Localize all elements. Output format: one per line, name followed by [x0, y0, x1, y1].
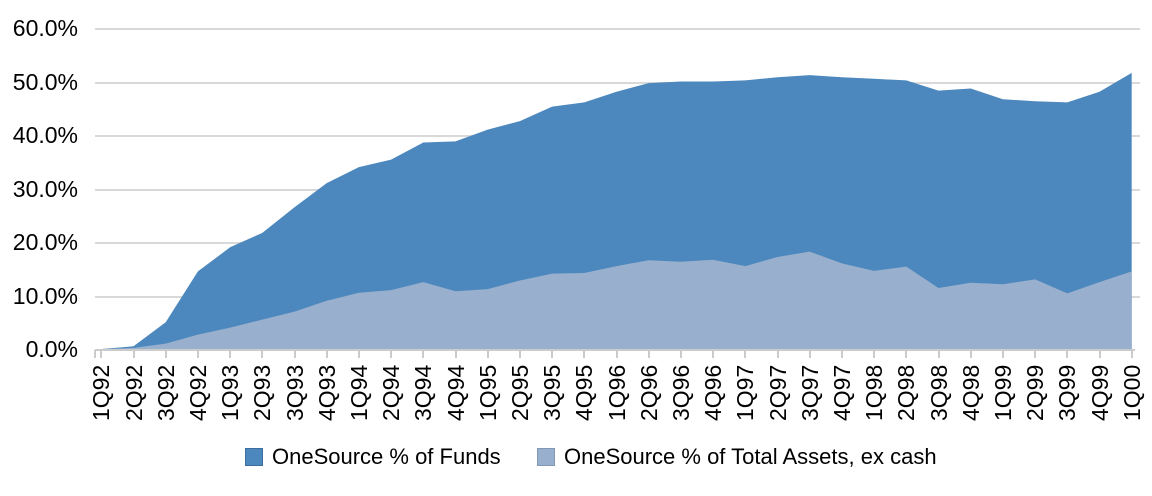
x-axis-tick-label: 3Q94 — [410, 364, 437, 421]
x-axis-tick — [454, 350, 457, 358]
legend-label-funds: OneSource % of Funds — [272, 444, 501, 469]
x-axis-tick — [94, 350, 96, 358]
x-axis-tick — [776, 350, 779, 358]
x-axis-tick — [1034, 350, 1037, 358]
y-axis-tick-label: 40.0% — [12, 122, 78, 148]
x-axis-tick-label: 2Q96 — [635, 364, 662, 421]
x-axis-tick — [100, 350, 103, 358]
x-axis-tick — [905, 350, 908, 358]
area-series-assets — [101, 251, 1132, 349]
x-axis-tick — [712, 350, 715, 358]
x-axis-tick-label: 2Q97 — [764, 364, 791, 421]
x-axis-tick — [1130, 350, 1133, 358]
x-axis-tick-label: 3Q95 — [539, 364, 566, 421]
x-axis-tick — [583, 350, 586, 358]
x-axis-tick — [229, 350, 232, 358]
x-axis-tick-label: 2Q98 — [893, 364, 920, 421]
x-axis-tick-label: 4Q93 — [313, 364, 340, 421]
x-axis-tick — [486, 350, 489, 358]
x-axis-tick-label: 2Q93 — [249, 364, 276, 421]
x-axis-tick — [840, 350, 843, 358]
x-axis-tick — [1001, 350, 1004, 358]
legend-swatch-funds-icon — [245, 448, 263, 466]
x-axis-tick-label: 3Q93 — [281, 364, 308, 421]
x-axis-tick-label: 1Q95 — [474, 364, 501, 421]
x-axis-tick — [390, 350, 393, 358]
legend-item-funds: OneSource % of Funds — [245, 444, 501, 470]
x-axis-tick-label: 2Q94 — [378, 364, 405, 421]
x-axis-tick-label: 3Q99 — [1054, 364, 1081, 421]
x-axis-tick-label: 4Q95 — [571, 364, 598, 421]
x-axis-tick — [551, 350, 554, 358]
x-axis-tick — [873, 350, 876, 358]
x-axis-tick — [615, 350, 618, 358]
x-axis-tick — [196, 350, 199, 358]
x-axis-tick — [261, 350, 264, 358]
x-axis-tick — [937, 350, 940, 358]
plot-area — [101, 72, 1132, 349]
x-axis-tick — [422, 350, 425, 358]
x-axis-tick-label: 4Q98 — [957, 364, 984, 421]
x-axis-tick-label: 1Q99 — [989, 364, 1016, 421]
x-axis-tick-label: 2Q99 — [1022, 364, 1049, 421]
x-axis-tick-label: 1Q00 — [1118, 364, 1145, 421]
y-axis-tick-label: 30.0% — [12, 175, 78, 202]
legend-item-assets: OneSource % of Total Assets, ex cash — [537, 444, 937, 470]
x-axis-tick-label: 1Q98 — [861, 364, 888, 421]
x-axis-tick — [647, 350, 650, 358]
x-axis-tick — [808, 350, 811, 358]
x-axis-tick — [293, 350, 296, 358]
x-axis-tick — [132, 350, 135, 358]
x-axis-tick-label: 4Q96 — [700, 364, 727, 421]
x-axis-tick-label: 4Q94 — [442, 364, 469, 421]
x-axis-tick-label: 1Q94 — [345, 364, 372, 421]
y-axis-tick-label: 50.0% — [12, 68, 78, 95]
x-axis-tick-label: 3Q98 — [925, 364, 952, 421]
x-axis-tick — [518, 350, 521, 358]
legend-label-assets: OneSource % of Total Assets, ex cash — [564, 444, 937, 469]
x-axis-tick — [325, 350, 328, 358]
gridline — [95, 28, 1140, 30]
x-axis-tick-label: 4Q99 — [1086, 364, 1113, 421]
x-axis-tick — [164, 350, 167, 358]
x-axis-tick — [357, 350, 360, 358]
y-axis-tick-label: 20.0% — [12, 229, 78, 255]
gridline — [95, 81, 1140, 84]
x-axis-tick-label: 2Q95 — [506, 364, 533, 421]
y-axis-tick-label: 10.0% — [12, 282, 78, 309]
x-axis-tick-label: 1Q97 — [732, 364, 759, 421]
y-axis-tick-label: 0.0% — [25, 336, 78, 362]
legend-swatch-assets-icon — [537, 448, 555, 466]
x-axis-tick-label: 3Q92 — [152, 364, 179, 421]
x-axis-tick-label: 2Q92 — [120, 364, 147, 421]
x-axis-tick-label: 4Q92 — [184, 364, 211, 421]
x-axis-line — [95, 349, 1135, 351]
x-axis-tick-label: 4Q97 — [828, 364, 855, 421]
x-axis-tick-label: 3Q96 — [667, 364, 694, 421]
x-axis-tick-label: 1Q92 — [88, 364, 115, 421]
legend: OneSource % of Funds OneSource % of Tota… — [0, 444, 1152, 470]
x-axis-tick — [1098, 350, 1101, 358]
x-axis-tick-label: 3Q97 — [796, 364, 823, 421]
y-axis-tick-label: 60.0% — [12, 15, 78, 41]
x-axis-tick — [1066, 350, 1069, 358]
x-axis-tick-label: 1Q96 — [603, 364, 630, 421]
x-axis-tick-label: 1Q93 — [217, 364, 244, 421]
x-axis-tick — [969, 350, 972, 358]
x-axis-tick — [679, 350, 682, 358]
x-axis-tick — [744, 350, 747, 358]
